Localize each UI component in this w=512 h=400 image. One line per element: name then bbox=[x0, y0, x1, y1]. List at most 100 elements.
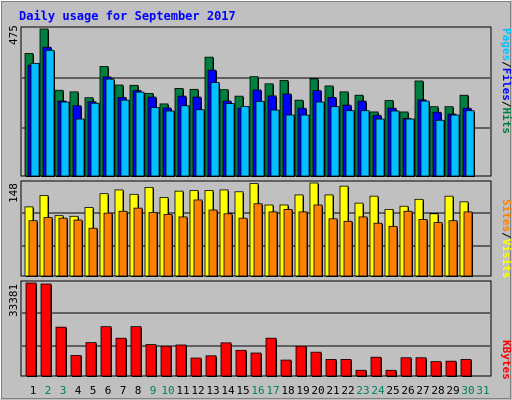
kbytes-bar bbox=[220, 342, 232, 377]
x-tick-label: 16 bbox=[251, 384, 264, 397]
pages-bar bbox=[435, 119, 445, 177]
sites-bar bbox=[448, 220, 458, 277]
pages-bar bbox=[255, 101, 265, 177]
sites-bar bbox=[118, 210, 128, 277]
kbytes-bar bbox=[40, 283, 52, 377]
sites-bar bbox=[43, 217, 53, 277]
x-tick-label: 9 bbox=[150, 384, 157, 397]
sites-bar bbox=[88, 227, 98, 277]
pages-bar bbox=[150, 107, 160, 177]
pages-bar bbox=[300, 114, 310, 177]
pages-bar bbox=[105, 78, 115, 177]
files-legend-label: Files bbox=[500, 68, 512, 101]
pages-bar bbox=[240, 105, 250, 177]
kbytes-bar bbox=[160, 345, 172, 377]
x-tick-label: 18 bbox=[281, 384, 294, 397]
x-tick-label: 25 bbox=[386, 384, 399, 397]
visits-panel-legend: Sites/Visits bbox=[500, 199, 512, 279]
sites-bar bbox=[238, 217, 248, 277]
sites-bar bbox=[208, 209, 218, 277]
sites-bar bbox=[463, 211, 473, 277]
kbytes-bar bbox=[370, 356, 382, 377]
sites-bar bbox=[268, 211, 278, 277]
visits-legend-label: Visits bbox=[500, 239, 512, 279]
pages-bar bbox=[90, 102, 100, 177]
sites-bar bbox=[193, 199, 203, 277]
kbytes-legend-label: KBytes bbox=[500, 340, 512, 380]
sites-bar bbox=[73, 219, 83, 277]
kbytes-bar bbox=[115, 337, 127, 377]
sites-bar bbox=[253, 203, 263, 277]
pages-bar bbox=[375, 118, 385, 177]
pages-bar bbox=[135, 91, 145, 177]
x-tick-label: 17 bbox=[266, 384, 279, 397]
pages-bar bbox=[120, 99, 130, 177]
sites-bar bbox=[358, 216, 368, 277]
kbytes-bar bbox=[355, 369, 367, 377]
kbytes-bar bbox=[175, 344, 187, 377]
kbytes-bar bbox=[340, 359, 352, 377]
x-tick-label: 20 bbox=[311, 384, 324, 397]
x-tick-label: 6 bbox=[105, 384, 112, 397]
x-tick-label: 27 bbox=[416, 384, 429, 397]
pages-bar bbox=[465, 110, 475, 177]
sites-bar bbox=[28, 220, 38, 277]
x-tick-label: 10 bbox=[161, 384, 174, 397]
sites-bar bbox=[58, 217, 68, 277]
pages-bar bbox=[165, 110, 175, 177]
sites-bar bbox=[328, 218, 338, 277]
pages-bar bbox=[180, 105, 190, 177]
x-tick-label: 30 bbox=[461, 384, 474, 397]
x-tick-label: 28 bbox=[431, 384, 444, 397]
kbytes-bar bbox=[130, 326, 142, 377]
kbytes-bar bbox=[460, 359, 472, 377]
kbytes-bar bbox=[205, 355, 217, 377]
kbytes-bar bbox=[100, 326, 112, 377]
x-tick-label: 26 bbox=[401, 384, 414, 397]
kbytes-bar bbox=[430, 361, 442, 377]
sites-bar bbox=[163, 214, 173, 277]
x-tick-label: 21 bbox=[326, 384, 339, 397]
pages-bar bbox=[210, 82, 220, 177]
kbytes-bar bbox=[55, 326, 67, 377]
sites-bar bbox=[433, 222, 443, 277]
kbytes-bar bbox=[325, 359, 337, 377]
kbytes-bar bbox=[415, 357, 427, 377]
x-tick-label: 12 bbox=[191, 384, 204, 397]
x-tick-label: 2 bbox=[45, 384, 52, 397]
pages-bar bbox=[60, 101, 70, 177]
legend-slash: / bbox=[500, 101, 512, 108]
kbytes-bar bbox=[265, 337, 277, 377]
pages-bar bbox=[360, 110, 370, 177]
legend-slash: / bbox=[500, 232, 512, 239]
chart-title: Daily usage for September 2017 bbox=[19, 9, 236, 23]
pages-bar bbox=[75, 118, 85, 177]
sites-bar bbox=[343, 220, 353, 277]
sites-legend-label: Sites bbox=[500, 199, 512, 232]
pages-bar bbox=[45, 49, 55, 177]
pages-bar bbox=[195, 109, 205, 177]
x-tick-label: 31 bbox=[476, 384, 489, 397]
sites-bar bbox=[223, 213, 233, 277]
pages-bar bbox=[225, 103, 235, 177]
kbytes-bar bbox=[145, 344, 157, 377]
sites-bar bbox=[148, 212, 158, 277]
kbytes-bar bbox=[280, 359, 292, 377]
kbytes-ymax-label: 33381 bbox=[7, 284, 20, 317]
x-tick-label: 11 bbox=[176, 384, 189, 397]
kbytes-bar bbox=[385, 369, 397, 377]
hits-panel-legend: Pages/Files/Hits bbox=[500, 28, 512, 134]
pages-bar bbox=[270, 109, 280, 177]
sites-bar bbox=[403, 210, 413, 277]
x-tick-label: 4 bbox=[75, 384, 82, 397]
pages-bar bbox=[30, 62, 40, 177]
x-tick-label: 29 bbox=[446, 384, 459, 397]
sites-bar bbox=[388, 225, 398, 277]
sites-bar bbox=[103, 212, 113, 277]
pages-bar bbox=[450, 114, 460, 177]
pages-bar bbox=[330, 106, 340, 177]
kbytes-bar bbox=[310, 351, 322, 377]
sites-bar bbox=[313, 204, 323, 277]
